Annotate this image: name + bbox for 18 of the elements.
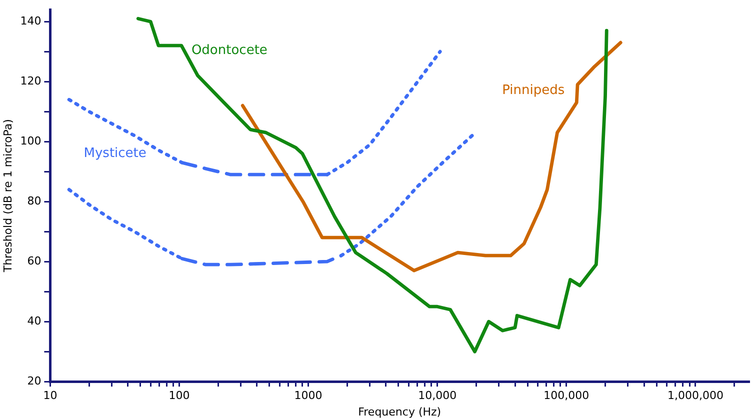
x-tick-label: 1000 — [294, 389, 322, 402]
y-axis-title: Threshold (dB re 1 microPa) — [1, 119, 14, 274]
x-tick-label: 10 — [43, 389, 58, 402]
y-tick-label: 120 — [20, 74, 42, 88]
series-label: Odontocete — [191, 42, 268, 58]
x-tick-label: 100,000 — [544, 389, 590, 402]
y-tick-label: 60 — [27, 254, 42, 268]
y-tick-label: 140 — [20, 14, 42, 28]
x-tick-label: 100 — [168, 389, 190, 402]
y-tick-label: 80 — [27, 194, 42, 208]
y-tick-label: 20 — [27, 374, 42, 388]
x-axis-title: Frequency (Hz) — [358, 405, 442, 418]
series-label: Pinnipeds — [502, 82, 565, 98]
x-tick-label: 1,000,000 — [667, 389, 724, 402]
y-tick-label: 40 — [27, 314, 42, 328]
y-tick-label: 100 — [20, 134, 42, 148]
series-label: Mysticete — [84, 146, 146, 161]
x-tick-label: 10,000 — [418, 389, 457, 402]
